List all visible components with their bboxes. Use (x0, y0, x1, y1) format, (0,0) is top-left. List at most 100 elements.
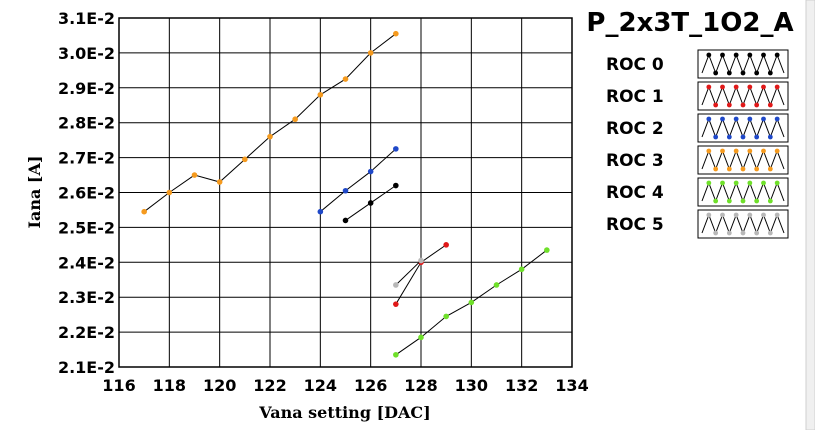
data-point (544, 247, 550, 253)
legend-swatch-marker (774, 148, 780, 154)
data-point (443, 313, 449, 320)
legend-label: ROC 0 (606, 55, 664, 75)
legend-swatch-marker (767, 102, 773, 108)
legend-swatch-marker (740, 70, 746, 76)
legend-swatch-marker (761, 180, 766, 186)
legend-swatch-marker (767, 230, 773, 236)
x-tick-label: 126 (354, 376, 387, 395)
legend-label: ROC 5 (606, 215, 664, 235)
data-point (317, 208, 324, 215)
data-point (342, 187, 349, 194)
legend-swatch-marker (706, 180, 712, 186)
y-tick-labels: 2.1E-2 2.2E-2 2.3E-2 2.4E-2 2.5E-2 2.6E-2 2.7E… (58, 9, 115, 377)
legend-label: ROC 2 (606, 119, 664, 139)
data-point (468, 299, 475, 306)
legend-swatch-marker (761, 148, 766, 154)
legend-item: ROC 3 (606, 145, 789, 175)
legend-swatch-marker (740, 102, 746, 108)
legend-swatch-marker (713, 134, 719, 140)
data-point (367, 200, 374, 206)
legend-swatch-marker (761, 52, 766, 58)
legend-swatch-marker (767, 70, 773, 76)
y-tick-label: 2.4E-2 (58, 253, 115, 272)
data-point (367, 50, 374, 56)
data-point (267, 133, 273, 140)
legend-swatch-marker (706, 84, 712, 90)
y-tick-label: 2.3E-2 (58, 288, 115, 307)
legend-swatch (697, 177, 789, 207)
data-point (191, 172, 198, 178)
legend-title: P_2x3T_1O2_A (586, 8, 793, 38)
data-point (342, 76, 349, 82)
y-axis-title: Iana [A] (25, 156, 44, 229)
legend-swatch-marker (774, 52, 780, 58)
legend-swatch-marker (747, 148, 753, 154)
legend-item: ROC 5 (606, 209, 789, 239)
legend-swatch-marker (747, 212, 753, 218)
data-point (342, 217, 349, 224)
legend-swatch-marker (726, 70, 732, 76)
x-tick-label: 122 (253, 376, 286, 395)
legend-swatch-marker (706, 52, 712, 58)
series-line (320, 148, 397, 213)
y-tick-label: 2.6E-2 (58, 184, 115, 203)
y-tick-label: 3.0E-2 (58, 44, 115, 63)
series-roc-4 (393, 247, 550, 358)
series-roc-0 (342, 182, 399, 224)
legend-swatch-marker (733, 84, 739, 90)
data-point (418, 334, 424, 341)
y-tick-label: 2.5E-2 (58, 218, 115, 237)
legend-swatch-marker (747, 180, 753, 186)
data-point (443, 242, 449, 248)
legend-swatch-marker (774, 84, 780, 90)
legend-swatch-marker (733, 212, 739, 218)
legend-swatch-marker (720, 148, 725, 154)
x-tick-label: 130 (455, 376, 488, 395)
data-point (242, 156, 248, 163)
legend-swatch-marker (774, 180, 780, 186)
y-tick-label: 2.1E-2 (58, 358, 115, 377)
legend-swatch-marker (767, 134, 773, 140)
x-tick-label: 120 (203, 376, 236, 395)
legend-swatch-marker (767, 198, 773, 204)
legend-swatch-marker (747, 52, 753, 58)
legend-swatch-marker (706, 212, 712, 218)
x-tick-label: 124 (304, 376, 337, 395)
legend-swatch-marker (774, 116, 780, 122)
data-point (141, 208, 147, 215)
series-layer (141, 30, 550, 358)
legend-items: ROC 0 ROC 1 ROC 2 ROC 3 ROC 4 ROC 5 (606, 49, 789, 239)
legend-swatch-marker (706, 148, 712, 154)
legend-swatch-marker (754, 198, 760, 204)
legend-swatch-marker (713, 198, 719, 204)
x-tick-label: 134 (555, 376, 588, 395)
x-tick-label: 118 (153, 376, 186, 395)
series-roc-5 (393, 257, 424, 288)
x-tick-label: 132 (505, 376, 538, 395)
legend-scrollbar[interactable] (805, 0, 815, 430)
data-point (493, 282, 500, 288)
legend-swatch-marker (774, 212, 780, 218)
legend-swatch-marker (767, 166, 773, 172)
legend-label: ROC 4 (606, 183, 664, 203)
legend-label: ROC 1 (606, 87, 664, 107)
series-roc-2 (317, 146, 399, 215)
x-tick-labels: 116 118 120 122 124 126 128 130 132 134 (102, 376, 588, 395)
data-point (393, 182, 399, 189)
legend-label: ROC 3 (606, 151, 664, 171)
legend-swatch-marker (761, 212, 766, 218)
data-point (393, 301, 399, 307)
legend-swatch-marker (733, 180, 739, 186)
x-tick-label: 128 (404, 376, 437, 395)
legend-swatch-marker (726, 102, 732, 108)
legend-swatch-marker (733, 52, 739, 58)
legend-swatch-marker (733, 148, 739, 154)
data-point (216, 179, 223, 185)
legend-swatch-marker (754, 166, 760, 172)
legend-swatch-marker (720, 212, 725, 218)
legend-swatch-marker (747, 116, 753, 122)
legend-swatch-marker (754, 102, 760, 108)
legend-swatch-marker (720, 84, 725, 90)
